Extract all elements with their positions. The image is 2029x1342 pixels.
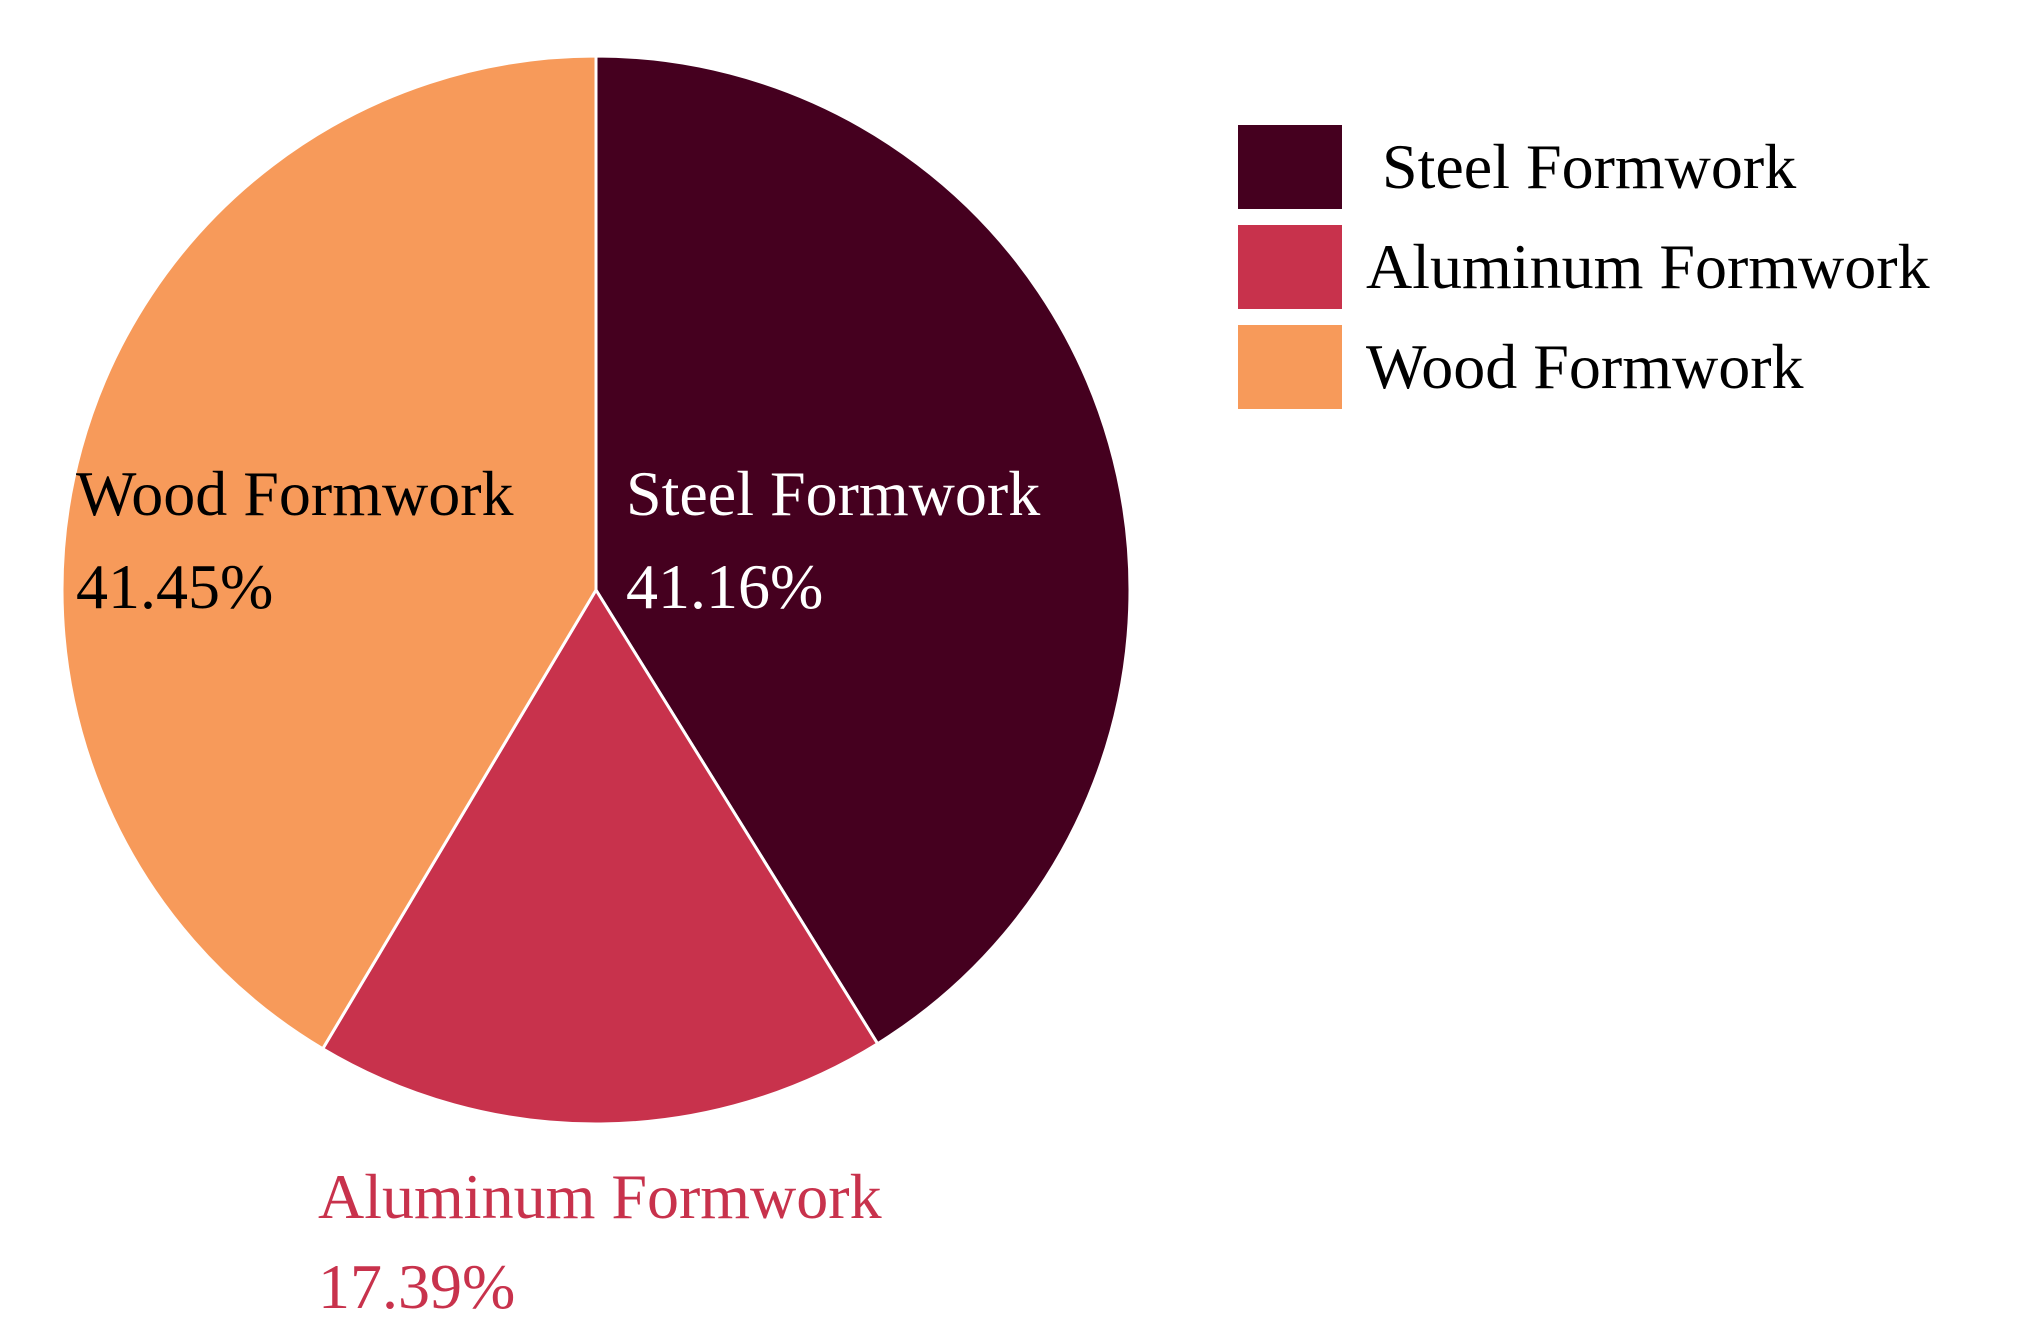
pie-slice-aluminum-formwork [320, 587, 880, 1126]
slice-value-aluminum-formwork: 17.39% [318, 1251, 515, 1322]
legend-swatch-steel-formwork [1238, 125, 1342, 209]
slice-value-steel-formwork: 41.16% [626, 551, 823, 622]
slice-labels: Steel Formwork 41.16% Aluminum Formwork 17.… [76, 458, 1040, 1322]
legend-label-aluminum-formwork: Aluminum Formwork [1366, 231, 1930, 302]
legend-label-steel-formwork: Steel Formwork [1382, 131, 1796, 202]
slice-value-wood-formwork: 41.45% [76, 551, 273, 622]
legend-swatch-wood-formwork [1238, 325, 1342, 409]
legend-swatch-aluminum-formwork [1238, 225, 1342, 309]
slice-label-aluminum-formwork: Aluminum Formwork [318, 1161, 882, 1232]
pie-slice-wood-formwork [60, 54, 598, 1051]
legend: Steel Formwork Aluminum Formwork Wood Form… [1238, 125, 1930, 409]
legend-label-wood-formwork: Wood Formwork [1366, 331, 1804, 402]
pie-slice-steel-formwork [594, 54, 1132, 1046]
pie-slices [60, 54, 1132, 1126]
slice-label-wood-formwork: Wood Formwork [76, 458, 514, 529]
slice-label-steel-formwork: Steel Formwork [626, 458, 1040, 529]
